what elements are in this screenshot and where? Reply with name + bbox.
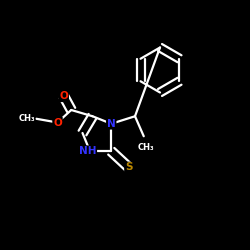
Text: CH₃: CH₃: [18, 114, 35, 123]
Text: O: O: [53, 118, 62, 128]
Text: S: S: [125, 162, 132, 172]
Text: O: O: [60, 91, 68, 101]
Text: NH: NH: [79, 146, 96, 156]
Text: CH₃: CH₃: [138, 142, 154, 152]
Text: N: N: [107, 119, 116, 129]
